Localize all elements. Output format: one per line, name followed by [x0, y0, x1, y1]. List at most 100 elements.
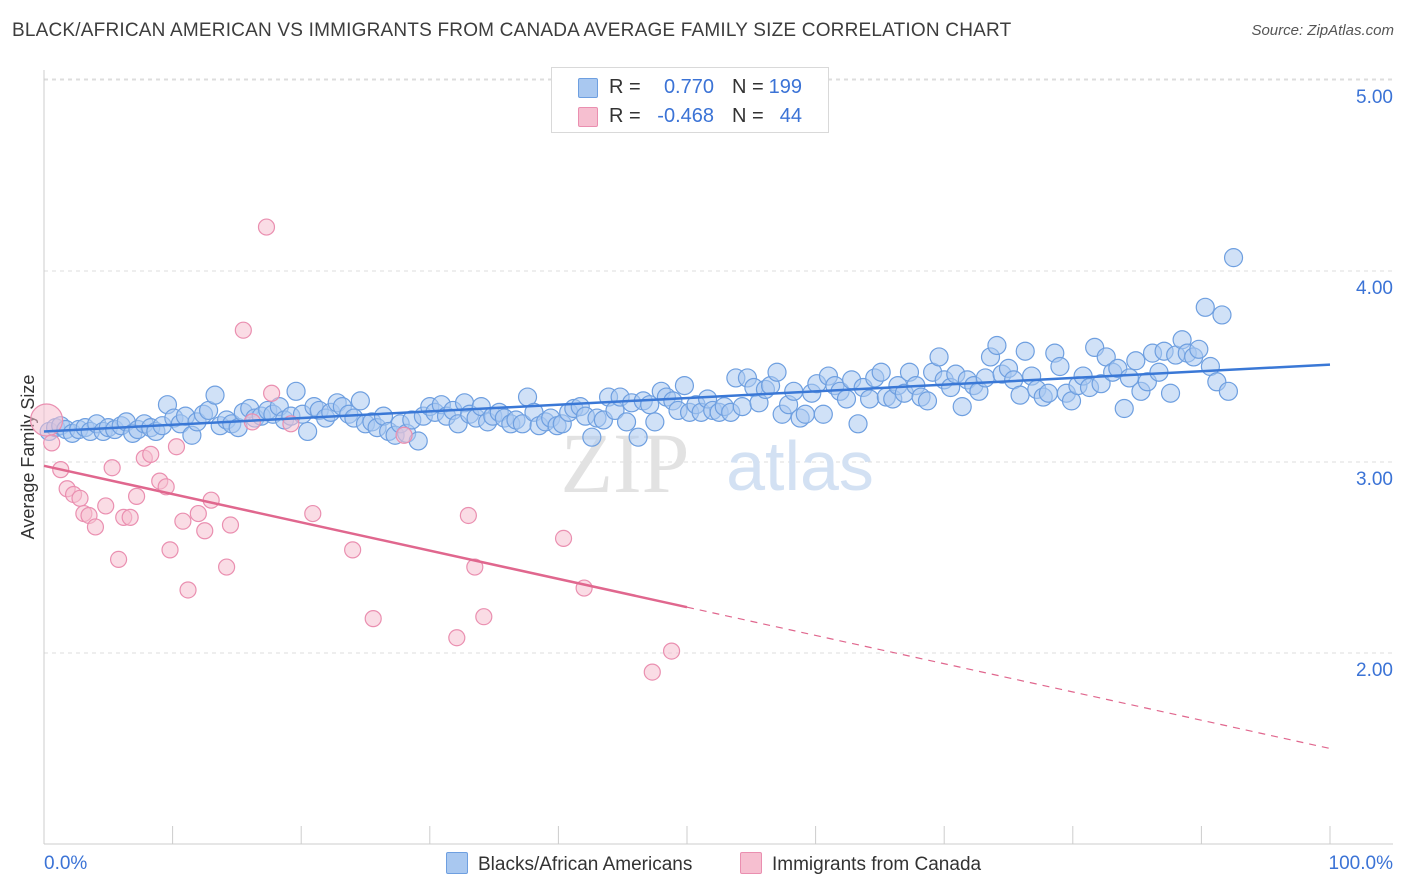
- chart-title: BLACK/AFRICAN AMERICAN VS IMMIGRANTS FRO…: [12, 20, 1012, 41]
- data-point-blacks: [795, 404, 815, 424]
- data-point-blacks: [975, 368, 995, 388]
- data-point-canada: [179, 581, 197, 599]
- series-legend-label: Immigrants from Canada: [772, 854, 982, 875]
- data-point-canada: [97, 497, 115, 515]
- data-point-blacks: [1015, 341, 1035, 361]
- y-tick-label: 4.00: [1356, 278, 1393, 299]
- n-value: 44: [779, 105, 802, 127]
- data-point-blacks: [732, 397, 752, 417]
- data-point-canada: [344, 541, 362, 559]
- data-point-canada: [167, 438, 186, 456]
- data-point-blacks: [952, 397, 972, 417]
- data-point-blacks: [871, 362, 891, 382]
- data-point-blacks: [616, 412, 637, 432]
- data-point-blacks: [350, 391, 370, 411]
- r-label: R =: [609, 105, 641, 127]
- data-point-blacks: [1119, 368, 1139, 388]
- series-legend-blacks: Blacks/African Americans: [446, 852, 692, 876]
- blue-swatch: [446, 852, 468, 874]
- data-point-blacks: [1195, 297, 1215, 317]
- data-point-canada: [364, 610, 382, 628]
- data-point-canada: [189, 504, 207, 523]
- data-point-blacks: [813, 404, 833, 424]
- data-point-blacks: [298, 421, 318, 442]
- data-point-canada: [221, 516, 240, 534]
- y-tick-label: 2.00: [1356, 660, 1393, 681]
- data-point-blacks: [1160, 383, 1181, 403]
- data-point-canada: [103, 459, 121, 477]
- data-point-blacks: [860, 389, 880, 409]
- n-label: N =: [732, 76, 764, 98]
- data-point-blacks: [1050, 356, 1070, 377]
- data-point-canada: [234, 321, 252, 339]
- data-point-canada: [459, 506, 477, 525]
- trend-line-canada: [43, 464, 688, 609]
- data-point-blacks: [1189, 339, 1209, 359]
- legend-row-blacks: R = 0.770 N = 199: [552, 72, 828, 102]
- data-point-blacks: [1010, 385, 1030, 405]
- data-point-blacks: [1038, 383, 1058, 403]
- trend-line-canada-extrapolated: [686, 606, 1331, 750]
- data-point-canada: [263, 384, 281, 402]
- data-point-blacks: [628, 427, 648, 447]
- data-point-blacks: [582, 427, 602, 447]
- x-tick-label: 100.0%: [1329, 853, 1394, 874]
- data-point-blacks: [1212, 305, 1232, 325]
- r-value: 0.770: [663, 76, 714, 98]
- data-point-canada: [161, 541, 179, 559]
- data-point-canada: [395, 426, 413, 444]
- data-point-canada: [109, 550, 128, 569]
- data-point-blacks: [987, 335, 1007, 356]
- data-point-canada: [86, 518, 105, 536]
- y-tick-label: 5.00: [1356, 87, 1393, 108]
- series-legend-canada: Immigrants from Canada: [740, 852, 981, 876]
- data-point-canada: [643, 663, 661, 681]
- data-point-canada: [174, 512, 192, 530]
- r-label: R =: [609, 76, 641, 98]
- series-legend-label: Blacks/African Americans: [478, 854, 693, 875]
- data-point-blacks: [917, 391, 938, 411]
- data-point-canada: [121, 508, 139, 526]
- data-point-blacks: [205, 385, 225, 405]
- blue-swatch: [578, 78, 598, 98]
- data-point-blacks: [929, 347, 949, 367]
- pink-swatch: [740, 852, 762, 874]
- data-point-canada: [475, 608, 493, 626]
- data-point-canada: [662, 642, 681, 660]
- data-point-blacks: [1114, 398, 1134, 419]
- data-point-blacks: [1126, 351, 1146, 371]
- data-point-canada: [218, 558, 236, 576]
- data-point-canada: [257, 218, 276, 236]
- watermark-atlas: atlas: [726, 427, 874, 505]
- n-value: 199: [768, 76, 802, 98]
- y-tick-label: 3.00: [1356, 469, 1393, 490]
- data-point-blacks: [836, 389, 857, 409]
- data-point-canada: [71, 489, 89, 507]
- data-point-canada: [43, 434, 61, 452]
- n-label: N =: [732, 105, 764, 127]
- data-point-blacks: [767, 362, 787, 382]
- r-value: -0.468: [657, 105, 714, 127]
- data-point-blacks: [1091, 374, 1111, 394]
- data-point-canada: [554, 529, 573, 548]
- data-point-blacks: [1223, 248, 1244, 268]
- pink-swatch: [578, 107, 598, 127]
- data-point-canada: [304, 504, 322, 523]
- data-point-canada: [142, 445, 160, 463]
- data-point-canada: [127, 487, 146, 505]
- data-point-blacks: [848, 414, 868, 434]
- trend-line-blacks: [43, 363, 1331, 433]
- y-axis-label: Average Family Size: [18, 375, 38, 540]
- series-canada-points: [29, 218, 681, 681]
- data-point-blacks: [286, 381, 306, 401]
- data-point-canada: [196, 522, 214, 540]
- legend-row-canada: R = -0.468 N = 44: [552, 101, 828, 131]
- source-note: Source: ZipAtlas.com: [1251, 22, 1394, 39]
- correlation-legend: R = 0.770 N = 199 R = -0.468 N = 44: [551, 67, 829, 133]
- data-point-blacks: [1218, 381, 1239, 401]
- x-tick-label: 0.0%: [44, 853, 87, 874]
- data-point-canada: [466, 558, 484, 576]
- data-point-canada: [29, 403, 64, 437]
- data-point-blacks: [674, 376, 695, 396]
